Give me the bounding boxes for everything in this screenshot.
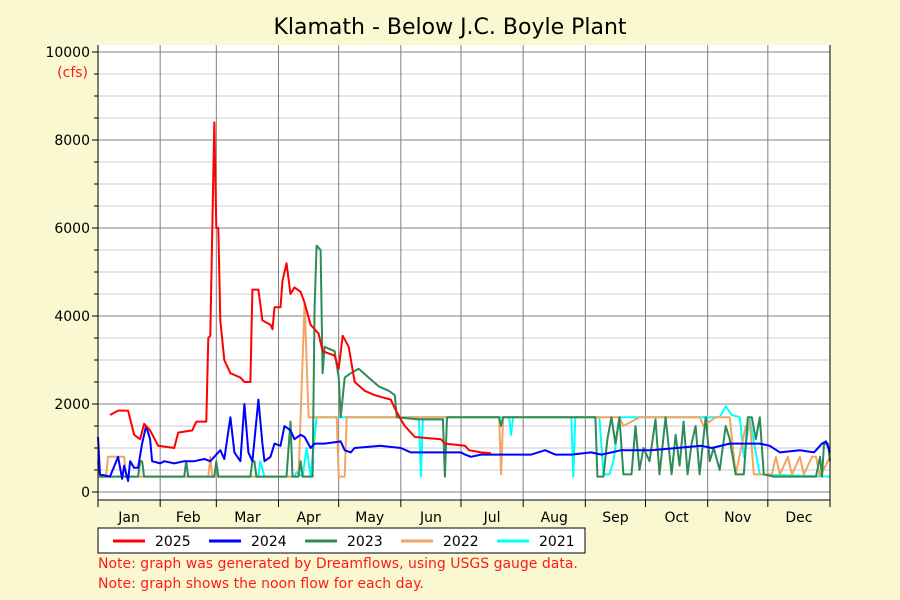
x-tick-label: Nov bbox=[724, 510, 751, 526]
x-tick-label: Mar bbox=[234, 510, 261, 526]
note-data-source: Note: graph was generated by Dreamflows,… bbox=[98, 556, 578, 572]
legend: 2025 2024 2023 2022 2021 bbox=[97, 527, 586, 554]
y-tick-label: 8000 bbox=[54, 133, 90, 149]
x-tick-label: Feb bbox=[176, 510, 201, 526]
x-tick-label: Oct bbox=[664, 510, 689, 526]
note-noon-flow: Note: graph shows the noon flow for each… bbox=[98, 576, 424, 592]
series-line-2025 bbox=[109, 121, 492, 455]
legend-label-2025: 2025 bbox=[155, 534, 191, 550]
y-axis-unit-label: (cfs) bbox=[57, 65, 88, 81]
x-tick-label: Apr bbox=[296, 510, 320, 526]
x-tick-label: Aug bbox=[541, 510, 568, 526]
legend-label-2023: 2023 bbox=[347, 534, 383, 550]
x-tick-label: Jun bbox=[419, 510, 442, 526]
legend-label-2022: 2022 bbox=[443, 534, 479, 550]
x-tick-label: Dec bbox=[785, 510, 812, 526]
x-tick-label: Sep bbox=[602, 510, 629, 526]
series-line-2022 bbox=[98, 301, 831, 478]
x-tick-label: Jul bbox=[483, 510, 501, 526]
legend-label-2024: 2024 bbox=[251, 534, 287, 550]
series-line-2024 bbox=[97, 398, 831, 482]
chart-title: Klamath - Below J.C. Boyle Plant bbox=[273, 15, 626, 40]
y-tick-label: 10000 bbox=[45, 45, 90, 61]
y-tick-label: 4000 bbox=[54, 309, 90, 325]
series-line-2023 bbox=[97, 244, 831, 478]
legend-label-2021: 2021 bbox=[539, 534, 575, 550]
x-tick-label: Jan bbox=[117, 510, 140, 526]
x-tick-label: May bbox=[355, 510, 384, 526]
y-tick-label: 0 bbox=[81, 485, 90, 501]
y-tick-label: 6000 bbox=[54, 221, 90, 237]
y-tick-label: 2000 bbox=[54, 397, 90, 413]
